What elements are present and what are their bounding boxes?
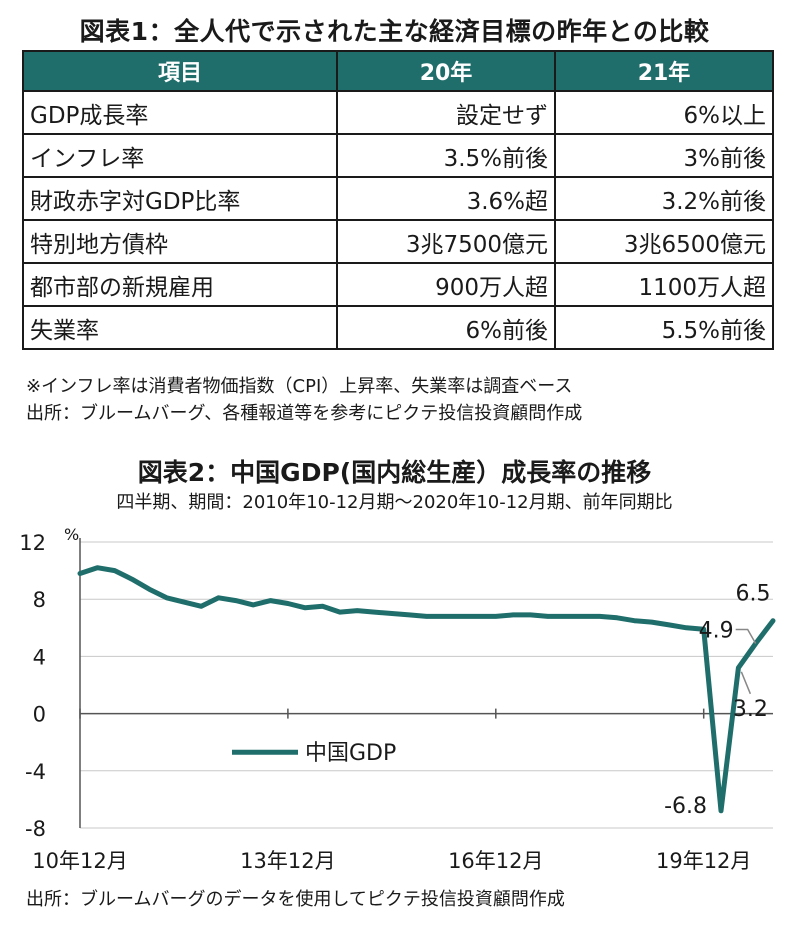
- annotation-6-5: 6.5: [736, 582, 771, 607]
- row-label: 失業率: [22, 305, 338, 350]
- y-tick-label: -8: [25, 817, 46, 841]
- cell-2021: 5.5%前後: [554, 305, 774, 350]
- y-tick-label: 8: [33, 588, 46, 612]
- cell-2020: 6%前後: [336, 305, 556, 350]
- annotation-3-2: 3.2: [733, 697, 768, 722]
- row-label: GDP成長率: [22, 90, 338, 135]
- annotation-4-9: 4.9: [699, 619, 734, 644]
- annotation-neg-6-8: -6.8: [664, 794, 707, 819]
- x-tick-label: 16年12月: [448, 849, 543, 873]
- note-cpi: ※インフレ率は消費者物価指数（CPI）上昇率、失業率は調査ベース: [26, 376, 573, 397]
- table-row: 財政赤字対GDP比率 3.6%超 3.2%前後: [22, 176, 774, 221]
- table-header-row: 項目 20年 21年: [22, 50, 774, 92]
- annotation-leader: [740, 671, 752, 695]
- cell-2021: 3兆6500億元: [554, 219, 774, 264]
- y-unit-label: %: [64, 525, 79, 544]
- x-tick-label: 10年12月: [32, 849, 127, 873]
- x-tick-label: 19年12月: [656, 849, 751, 873]
- header-2020: 20年: [336, 50, 556, 92]
- gdp-series-line: [77, 565, 776, 814]
- header-2021: 21年: [554, 50, 774, 92]
- table-title: 図表1：全人代で示された主な経済目標の昨年との比較: [79, 17, 710, 46]
- y-tick-label: 4: [33, 645, 46, 669]
- cell-2021: 3%前後: [554, 133, 774, 178]
- cell-2020: 3.5%前後: [336, 133, 556, 178]
- cell-2020: 3.6%超: [336, 176, 556, 221]
- table-notes: ※インフレ率は消費者物価指数（CPI）上昇率、失業率は調査ベース 出所：ブルーム…: [26, 373, 582, 427]
- note-source: 出所：ブルームバーグ、各種報道等を参考にピクテ投信投資顧問作成: [26, 403, 583, 424]
- gdp-line-chart: 12 8 4 0 -4 -8% 10年12月 13年12月 16年12月 19年12月 6.54.9…: [19, 525, 776, 873]
- header-item: 項目: [22, 50, 338, 92]
- table-row: 都市部の新規雇用 900万人超 1100万人超: [22, 262, 774, 307]
- y-tick-label: 0: [33, 703, 46, 727]
- row-label: インフレ率: [22, 133, 338, 178]
- row-label: 財政赤字対GDP比率: [22, 176, 338, 221]
- cell-2020: 設定せず: [336, 90, 556, 135]
- legend-label: 中国GDP: [305, 741, 396, 766]
- chart-subtitle: 四半期、期間：2010年10-12月期～2020年10-12月期、前年同期比: [116, 492, 673, 513]
- row-label: 都市部の新規雇用: [22, 262, 338, 307]
- table-row: インフレ率 3.5%前後 3%前後: [22, 133, 774, 178]
- y-tick-label: 12: [19, 531, 46, 555]
- table-row: GDP成長率 設定せず 6%以上: [22, 90, 774, 135]
- table-row: 特別地方債枠 3兆7500億元 3兆6500億元: [22, 219, 774, 264]
- cell-2021: 1100万人超: [554, 262, 774, 307]
- cell-2021: 3.2%前後: [554, 176, 774, 221]
- chart-source: 出所：ブルームバーグのデータを使用してピクテ投信投資顧問作成: [26, 889, 565, 910]
- cell-2020: 900万人超: [336, 262, 556, 307]
- y-tick-label: -4: [25, 760, 46, 784]
- cell-2020: 3兆7500億元: [336, 219, 556, 264]
- chart-title: 図表2：中国GDP(国内総生産）成長率の推移: [137, 458, 652, 487]
- table-row: 失業率 6%前後 5.5%前後: [22, 305, 774, 350]
- x-tick-label: 13年12月: [240, 849, 335, 873]
- cell-2021: 6%以上: [554, 90, 774, 135]
- annotation-leader: [735, 628, 757, 644]
- row-label: 特別地方債枠: [22, 219, 338, 264]
- comparison-table: 項目 20年 21年 GDP成長率 設定せず 6%以上 インフレ率 3.5%前後…: [22, 50, 774, 350]
